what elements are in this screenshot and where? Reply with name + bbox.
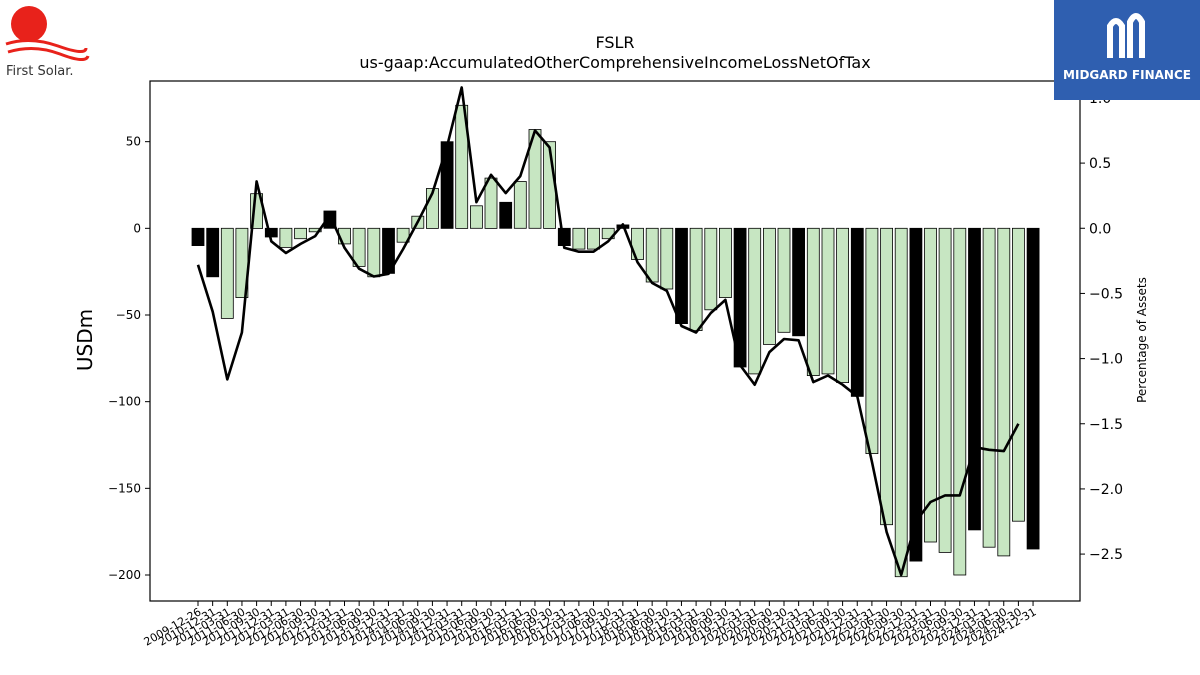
midgard-finance-wordmark: MIDGARD FINANCE bbox=[1063, 68, 1191, 82]
bar bbox=[469, 205, 483, 229]
bar bbox=[938, 227, 952, 553]
bar bbox=[894, 227, 908, 578]
y-tick-label: −50 bbox=[116, 308, 141, 322]
y2-tick-label: −2.0 bbox=[1089, 482, 1123, 498]
bar bbox=[484, 177, 498, 229]
bar bbox=[806, 227, 820, 377]
y-tick-label: −150 bbox=[108, 481, 141, 495]
bar bbox=[968, 227, 981, 531]
bar bbox=[924, 227, 937, 543]
y-axis-label: USDm bbox=[73, 309, 97, 371]
bar bbox=[675, 227, 688, 325]
chart-subtitle: us-gaap:AccumulatedOtherComprehensiveInc… bbox=[359, 53, 870, 72]
y-tick-label: −200 bbox=[108, 568, 141, 582]
sun-icon bbox=[5, 6, 90, 61]
bar bbox=[1012, 227, 1025, 522]
bar bbox=[865, 227, 879, 455]
bar bbox=[821, 227, 835, 375]
bar bbox=[206, 227, 220, 278]
bar bbox=[513, 181, 527, 229]
bar bbox=[440, 141, 454, 229]
bar bbox=[719, 227, 732, 299]
bar bbox=[645, 227, 659, 283]
chart-title: FSLR bbox=[595, 33, 634, 52]
plot-frame bbox=[149, 80, 1081, 602]
bar bbox=[499, 201, 513, 229]
bar bbox=[909, 227, 923, 562]
y2-axis-label: Percentage of Assets bbox=[1135, 277, 1149, 403]
bar bbox=[982, 227, 996, 548]
bar bbox=[660, 227, 674, 290]
bar bbox=[748, 227, 762, 375]
bar bbox=[191, 227, 205, 247]
y2-tick-label: 0.0 bbox=[1089, 221, 1111, 237]
y-tick-label: 50 bbox=[126, 135, 141, 149]
pct-of-assets-line bbox=[196, 86, 1020, 577]
y-tick-label: −100 bbox=[108, 395, 141, 409]
midgard-finance-logo: MIDGARD FINANCE bbox=[1054, 0, 1200, 100]
y2-tick-label: 0.5 bbox=[1089, 156, 1111, 172]
bar bbox=[572, 227, 586, 250]
bar bbox=[689, 227, 703, 332]
midgard-mark-icon bbox=[1107, 13, 1145, 58]
bar bbox=[279, 227, 293, 248]
bar bbox=[880, 227, 893, 526]
bar bbox=[850, 227, 864, 397]
bar bbox=[836, 227, 849, 384]
bar bbox=[367, 227, 381, 278]
bar bbox=[294, 227, 308, 240]
bar bbox=[587, 227, 600, 250]
y-tick-label: 0 bbox=[133, 221, 141, 235]
bar bbox=[997, 227, 1011, 557]
bar bbox=[455, 104, 469, 229]
plot-area: −200 −150 −100 −50 0 50 −2.5 −2.0 −1.5 −1.0 −0.5 0.… bbox=[108, 86, 1123, 649]
bar bbox=[953, 227, 967, 576]
bar bbox=[763, 227, 776, 345]
bar bbox=[352, 227, 366, 267]
bar bbox=[792, 227, 805, 337]
first-solar-logo: First Solar. bbox=[0, 0, 100, 90]
y2-tick-label: −0.5 bbox=[1089, 286, 1123, 302]
bar bbox=[704, 227, 718, 311]
bar bbox=[220, 227, 234, 319]
first-solar-wordmark: First Solar. bbox=[6, 64, 74, 79]
bar bbox=[308, 227, 322, 233]
bar bbox=[777, 227, 791, 333]
y2-tick-label: −1.0 bbox=[1089, 352, 1123, 368]
y2-tick-label: −2.5 bbox=[1089, 547, 1123, 563]
bar bbox=[1026, 227, 1040, 550]
y2-tick-label: −1.5 bbox=[1089, 417, 1123, 433]
